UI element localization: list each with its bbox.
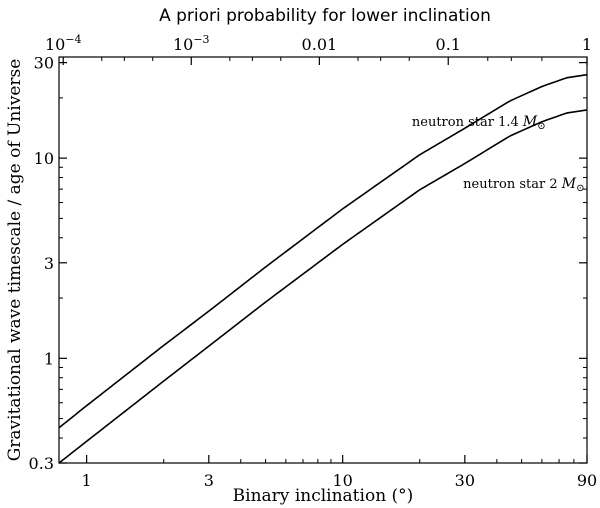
x-tick-label-4: 90 xyxy=(577,471,597,490)
top-tick-label-1: 10−3 xyxy=(173,33,210,54)
x-tick-label-1: 3 xyxy=(204,471,214,490)
curves-group xyxy=(58,73,588,464)
y-tick-label-0: 0.3 xyxy=(29,454,54,473)
series-line-1 xyxy=(58,109,588,464)
x-tick-label-2: 10 xyxy=(332,471,352,490)
y-axis-title: Gravitational wave timescale / age of Un… xyxy=(5,59,25,462)
x-tick-label-0: 1 xyxy=(82,471,92,490)
top-axis-title: A priori probability for lower inclinati… xyxy=(159,6,491,26)
top-tick-label-4: 1 xyxy=(582,35,592,54)
x-axis-title: Binary inclination (°) xyxy=(233,486,414,506)
series-label-0: neutron star 1.4 M⊙ xyxy=(412,114,546,132)
plot-frame xyxy=(58,56,588,464)
annotations-group: neutron star 1.4 M⊙ neutron star 2 M⊙ xyxy=(412,114,585,194)
ticks-group xyxy=(59,57,588,464)
top-tick-label-0: 10−4 xyxy=(45,33,82,54)
y-tick-label-1: 1 xyxy=(44,349,54,368)
top-tick-label-3: 0.1 xyxy=(436,35,461,54)
y-tick-label-2: 3 xyxy=(44,254,54,273)
top-tick-label-2: 0.01 xyxy=(302,35,338,54)
y-tick-label-3: 10 xyxy=(34,149,54,168)
series-line-0 xyxy=(58,73,588,429)
series-label-1: neutron star 2 M⊙ xyxy=(463,176,584,194)
x-tick-label-3: 30 xyxy=(455,471,475,490)
y-tick-label-4: 30 xyxy=(34,54,54,73)
